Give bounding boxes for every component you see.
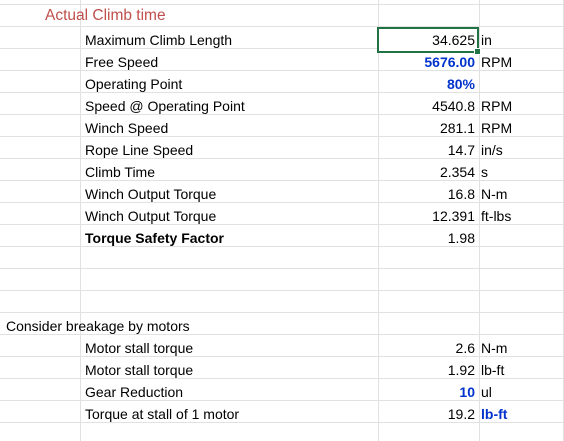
selected-cell-outline[interactable] [377, 27, 481, 55]
column-divider [80, 0, 81, 441]
row-unit-gear-reduction[interactable]: ul [481, 384, 492, 400]
row-unit-torque-at-stall[interactable]: lb-ft [481, 406, 508, 422]
row-value-max-climb-length[interactable]: 34.625 [432, 32, 475, 48]
row-label-climb-time[interactable]: Climb Time [85, 164, 156, 180]
row-unit-climb-time[interactable]: s [481, 164, 488, 180]
row-unit-winch-output-torque-nm[interactable]: N-m [481, 186, 508, 202]
row-value-motor-stall-torque-lbft[interactable]: 1.92 [447, 362, 475, 378]
row-unit-motor-stall-torque-lbft[interactable]: lb-ft [481, 362, 505, 378]
row-unit-rope-line-speed[interactable]: in/s [481, 142, 503, 158]
row-value-operating-point[interactable]: 80% [446, 76, 475, 92]
row-value-winch-output-torque-nm[interactable]: 16.8 [447, 186, 475, 202]
row-value-climb-time[interactable]: 2.354 [439, 164, 475, 180]
section2-title[interactable]: Consider breakage by motors [6, 318, 190, 334]
row-label-operating-point[interactable]: Operating Point [85, 76, 183, 92]
row-label-winch-output-torque-ftlbs[interactable]: Winch Output Torque [85, 208, 217, 224]
row-value-winch-output-torque-ftlbs[interactable]: 12.391 [432, 208, 475, 224]
row-label-max-climb-length[interactable]: Maximum Climb Length [85, 32, 233, 48]
row-label-winch-output-torque-nm[interactable]: Winch Output Torque [85, 186, 217, 202]
section-title: Actual Climb time [45, 7, 166, 24]
row-label-speed-at-operating-point[interactable]: Speed @ Operating Point [85, 98, 245, 114]
row-value-winch-speed[interactable]: 281.1 [439, 120, 475, 136]
row-unit-free-speed[interactable]: RPM [481, 54, 513, 70]
row-label-torque-at-stall[interactable]: Torque at stall of 1 motor [85, 406, 240, 422]
row-unit-speed-at-operating-point[interactable]: RPM [481, 98, 513, 114]
row-label-winch-speed[interactable]: Winch Speed [85, 120, 169, 136]
row-value-speed-at-operating-point[interactable]: 4540.8 [432, 98, 475, 114]
column-divider [479, 0, 480, 441]
row-value-rope-line-speed[interactable]: 14.7 [447, 142, 475, 158]
row-label-motor-stall-torque-nm[interactable]: Motor stall torque [85, 340, 194, 356]
row-value-gear-reduction[interactable]: 10 [459, 384, 475, 400]
row-label-torque-safety-factor[interactable]: Torque Safety Factor [85, 230, 224, 246]
row-value-motor-stall-torque-nm[interactable]: 2.6 [455, 340, 475, 356]
row-unit-motor-stall-torque-nm[interactable]: N-m [481, 340, 508, 356]
column-divider [378, 0, 379, 441]
row-value-free-speed[interactable]: 5676.00 [424, 54, 475, 70]
row-unit-winch-output-torque-ftlbs[interactable]: ft-lbs [481, 208, 512, 224]
row-value-torque-safety-factor[interactable]: 1.98 [447, 230, 475, 246]
row-label-gear-reduction[interactable]: Gear Reduction [85, 384, 184, 400]
row-value-torque-at-stall[interactable]: 19.2 [447, 406, 475, 422]
row-label-free-speed[interactable]: Free Speed [85, 54, 159, 70]
row-unit-max-climb-length[interactable]: in [481, 32, 492, 48]
row-unit-winch-speed[interactable]: RPM [481, 120, 513, 136]
row-label-rope-line-speed[interactable]: Rope Line Speed [85, 142, 194, 158]
row-label-motor-stall-torque-lbft[interactable]: Motor stall torque [85, 362, 194, 378]
